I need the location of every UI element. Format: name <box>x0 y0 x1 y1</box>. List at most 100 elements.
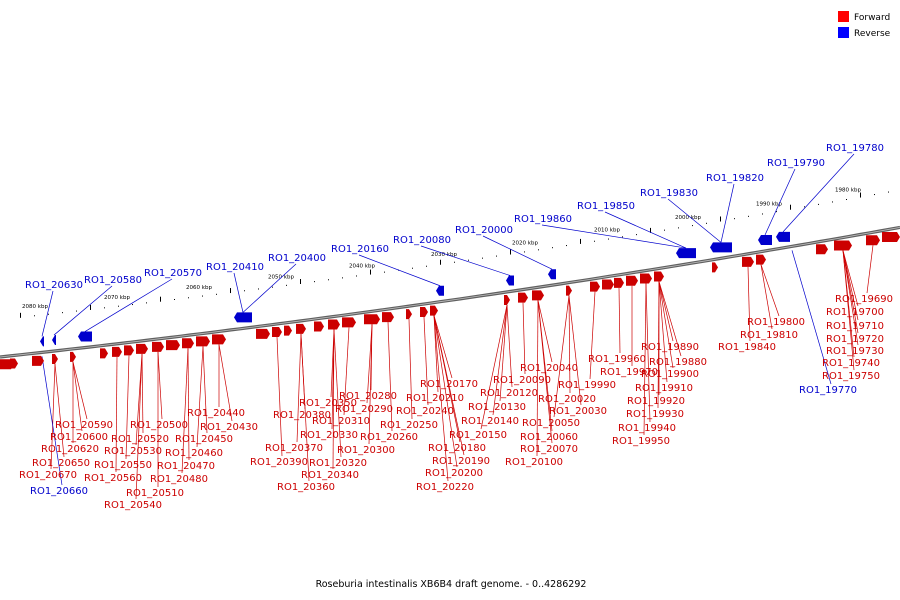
forward-gene[interactable] <box>626 275 638 286</box>
forward-gene[interactable] <box>866 235 880 246</box>
gene-label-forward[interactable]: RO1_20250 <box>380 420 438 431</box>
gene-label-forward[interactable]: RO1_19940 <box>618 423 676 434</box>
gene-label-forward[interactable]: RO1_20440 <box>187 408 245 419</box>
forward-gene[interactable] <box>166 340 180 351</box>
gene-label-forward[interactable]: RO1_20190 <box>432 456 490 467</box>
gene-label-forward[interactable]: RO1_20020 <box>538 394 596 405</box>
reverse-gene[interactable] <box>758 234 772 245</box>
forward-gene[interactable] <box>314 321 324 332</box>
gene-label-forward[interactable]: RO1_20280 <box>339 391 397 402</box>
gene-label-forward[interactable]: RO1_20620 <box>41 444 99 455</box>
gene-label-forward[interactable]: RO1_20050 <box>522 418 580 429</box>
gene-label-forward[interactable]: RO1_19990 <box>558 380 616 391</box>
forward-gene[interactable] <box>532 290 544 301</box>
gene-label-forward[interactable]: RO1_20480 <box>150 474 208 485</box>
gene-label-forward[interactable]: RO1_20240 <box>396 406 454 417</box>
forward-gene[interactable] <box>124 345 134 356</box>
gene-label-forward[interactable]: RO1_20470 <box>157 461 215 472</box>
gene-label-forward[interactable]: RO1_20220 <box>416 482 474 493</box>
gene-label-forward[interactable]: RO1_20360 <box>277 482 335 493</box>
gene-label-forward[interactable]: RO1_19840 <box>718 342 776 353</box>
forward-gene[interactable] <box>152 341 164 352</box>
forward-gene[interactable] <box>136 343 148 354</box>
gene-label-forward[interactable]: RO1_20300 <box>337 445 395 456</box>
gene-label-forward[interactable]: RO1_19910 <box>635 383 693 394</box>
gene-label-forward[interactable]: RO1_20430 <box>200 422 258 433</box>
reverse-gene[interactable] <box>40 336 44 347</box>
gene-label-forward[interactable]: RO1_19900 <box>641 369 699 380</box>
gene-label-reverse[interactable]: RO1_20580 <box>84 275 142 286</box>
forward-gene[interactable] <box>32 355 44 366</box>
gene-label-forward[interactable]: RO1_19930 <box>626 409 684 420</box>
forward-gene[interactable] <box>52 353 58 364</box>
reverse-gene[interactable] <box>78 331 92 342</box>
gene-label-reverse[interactable]: RO1_20000 <box>455 225 513 236</box>
gene-label-forward[interactable]: RO1_19950 <box>612 436 670 447</box>
gene-label-forward[interactable]: RO1_19730 <box>826 346 884 357</box>
gene-label-forward[interactable]: RO1_20060 <box>520 432 578 443</box>
gene-label-forward[interactable]: RO1_20370 <box>265 443 323 454</box>
gene-label-forward[interactable]: RO1_20520 <box>111 434 169 445</box>
gene-label-forward[interactable]: RO1_20090 <box>493 375 551 386</box>
forward-gene[interactable] <box>602 279 614 290</box>
gene-label-forward[interactable]: RO1_19880 <box>649 357 707 368</box>
forward-gene[interactable] <box>272 327 282 338</box>
forward-gene[interactable] <box>328 319 340 330</box>
forward-gene[interactable] <box>382 312 394 323</box>
gene-label-forward[interactable]: RO1_20120 <box>480 388 538 399</box>
reverse-gene[interactable] <box>710 242 732 253</box>
forward-gene[interactable] <box>882 232 900 243</box>
forward-gene[interactable] <box>112 346 122 357</box>
gene-label-forward[interactable]: RO1_20330 <box>300 430 358 441</box>
gene-label-forward[interactable]: RO1_19750 <box>822 371 880 382</box>
gene-label-forward[interactable]: RO1_20030 <box>549 406 607 417</box>
gene-label-forward[interactable]: RO1_19810 <box>740 330 798 341</box>
reverse-gene[interactable] <box>52 335 56 346</box>
gene-label-forward[interactable]: RO1_19710 <box>826 321 884 332</box>
gene-label-forward[interactable]: RO1_20560 <box>84 473 142 484</box>
forward-gene[interactable] <box>100 348 108 359</box>
gene-label-forward[interactable]: RO1_20650 <box>32 458 90 469</box>
reverse-gene[interactable] <box>234 312 252 323</box>
gene-label-forward[interactable]: RO1_19700 <box>826 307 884 318</box>
forward-gene[interactable] <box>712 262 718 273</box>
reverse-gene[interactable] <box>436 285 444 296</box>
forward-gene[interactable] <box>70 351 76 362</box>
gene-label-reverse[interactable]: RO1_20570 <box>144 268 202 279</box>
gene-label-forward[interactable]: RO1_19920 <box>627 396 685 407</box>
gene-label-forward[interactable]: RO1_19690 <box>835 294 893 305</box>
gene-label-forward[interactable]: RO1_20290 <box>335 404 393 415</box>
gene-label-forward[interactable]: RO1_20170 <box>420 379 478 390</box>
forward-gene[interactable] <box>196 336 210 347</box>
gene-label-forward[interactable]: RO1_20390 <box>250 457 308 468</box>
gene-label-reverse[interactable]: RO1_19790 <box>767 158 825 169</box>
reverse-gene[interactable] <box>776 231 790 242</box>
gene-label-forward[interactable]: RO1_19720 <box>826 334 884 345</box>
forward-gene[interactable] <box>640 273 652 284</box>
forward-gene[interactable] <box>406 309 412 320</box>
forward-gene[interactable] <box>614 277 624 288</box>
forward-gene[interactable] <box>342 317 356 328</box>
gene-label-forward[interactable]: RO1_20460 <box>165 448 223 459</box>
gene-label-reverse[interactable]: RO1_20080 <box>393 235 451 246</box>
forward-gene[interactable] <box>212 334 226 345</box>
forward-gene[interactable] <box>10 358 18 369</box>
gene-label-forward[interactable]: RO1_20180 <box>428 443 486 454</box>
gene-label-forward[interactable]: RO1_20320 <box>309 458 367 469</box>
gene-label-forward[interactable]: RO1_19890 <box>641 342 699 353</box>
forward-gene[interactable] <box>182 338 194 349</box>
gene-label-reverse[interactable]: RO1_19770 <box>799 385 857 396</box>
gene-label-forward[interactable]: RO1_19800 <box>747 317 805 328</box>
forward-gene[interactable] <box>256 328 270 339</box>
gene-label-forward[interactable]: RO1_20350 <box>299 398 357 409</box>
gene-label-forward[interactable]: RO1_20500 <box>130 420 188 431</box>
forward-gene[interactable] <box>834 240 852 251</box>
gene-label-forward[interactable]: RO1_20040 <box>520 363 578 374</box>
forward-gene[interactable] <box>816 244 828 255</box>
forward-gene[interactable] <box>504 294 510 305</box>
gene-label-forward[interactable]: RO1_19960 <box>588 354 646 365</box>
gene-label-reverse[interactable]: RO1_20160 <box>331 244 389 255</box>
gene-label-forward[interactable]: RO1_19740 <box>822 358 880 369</box>
gene-label-forward[interactable]: RO1_20070 <box>520 444 578 455</box>
forward-gene[interactable] <box>518 292 528 303</box>
